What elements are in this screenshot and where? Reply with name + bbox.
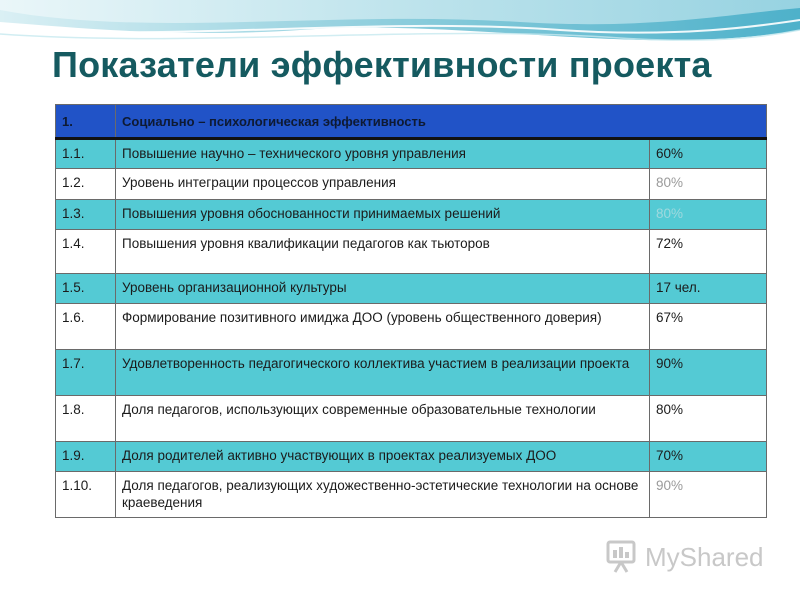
table-row: 1.1. Повышение научно – технического уро… — [55, 138, 767, 169]
row-number: 1.7. — [55, 349, 116, 396]
row-indicator: Формирование позитивного имиджа ДОО (уро… — [115, 303, 650, 350]
table-row: 1.2. Уровень интеграции процессов управл… — [55, 168, 767, 200]
table-row: 1.10. Доля педагогов, реализующих художе… — [55, 471, 767, 518]
table-row: 1.4. Повышения уровня квалификации педаг… — [55, 229, 767, 274]
row-value: 90% — [649, 471, 767, 518]
row-value: 17 чел. — [649, 273, 767, 304]
myshared-watermark: MyShared — [605, 538, 775, 578]
row-value: 72% — [649, 229, 767, 274]
row-number: 1.1. — [55, 138, 116, 169]
row-value: 80% — [649, 168, 767, 200]
row-number: 1.8. — [55, 395, 116, 442]
row-value: 80% — [649, 199, 767, 230]
table-row: 1.9. Доля родителей активно участвующих … — [55, 441, 767, 472]
row-number: 1.10. — [55, 471, 116, 518]
row-value: 60% — [649, 138, 767, 169]
table-row: 1.5. Уровень организационной культуры 17… — [55, 273, 767, 304]
row-number: 1.6. — [55, 303, 116, 350]
row-indicator: Уровень интеграции процессов управления — [115, 168, 650, 200]
indicators-table: 1. Социально – психологическая эффективн… — [55, 104, 767, 518]
row-indicator: Доля родителей активно участвующих в про… — [115, 441, 650, 472]
table-row: 1.6. Формирование позитивного имиджа ДОО… — [55, 303, 767, 350]
row-number: 1.5. — [55, 273, 116, 304]
row-number: 1.2. — [55, 168, 116, 200]
table-header-row: 1. Социально – психологическая эффективн… — [55, 104, 767, 140]
row-value: 67% — [649, 303, 767, 350]
table-row: 1.8. Доля педагогов, использующих соврем… — [55, 395, 767, 442]
header-text: Социально – психологическая эффективност… — [115, 104, 767, 140]
table-row: 1.3. Повышения уровня обоснованности при… — [55, 199, 767, 230]
row-indicator: Доля педагогов, реализующих художественн… — [115, 471, 650, 518]
wave-decoration — [0, 0, 800, 60]
watermark-text: MyShared — [645, 542, 764, 572]
row-value: 80% — [649, 395, 767, 442]
row-indicator: Повышения уровня обоснованности принимае… — [115, 199, 650, 230]
row-indicator: Повышение научно – технического уровня у… — [115, 138, 650, 169]
row-indicator: Повышения уровня квалификации педагогов … — [115, 229, 650, 274]
row-number: 1.4. — [55, 229, 116, 274]
row-indicator: Уровень организационной культуры — [115, 273, 650, 304]
row-indicator: Доля педагогов, использующих современные… — [115, 395, 650, 442]
header-number: 1. — [55, 104, 116, 140]
row-value: 90% — [649, 349, 767, 396]
row-number: 1.3. — [55, 199, 116, 230]
table-row: 1.7. Удовлетворенность педагогического к… — [55, 349, 767, 396]
slide-title: Показатели эффективности проекта — [52, 44, 712, 85]
myshared-logo-icon — [606, 540, 636, 573]
row-indicator: Удовлетворенность педагогического коллек… — [115, 349, 650, 396]
row-number: 1.9. — [55, 441, 116, 472]
row-value: 70% — [649, 441, 767, 472]
